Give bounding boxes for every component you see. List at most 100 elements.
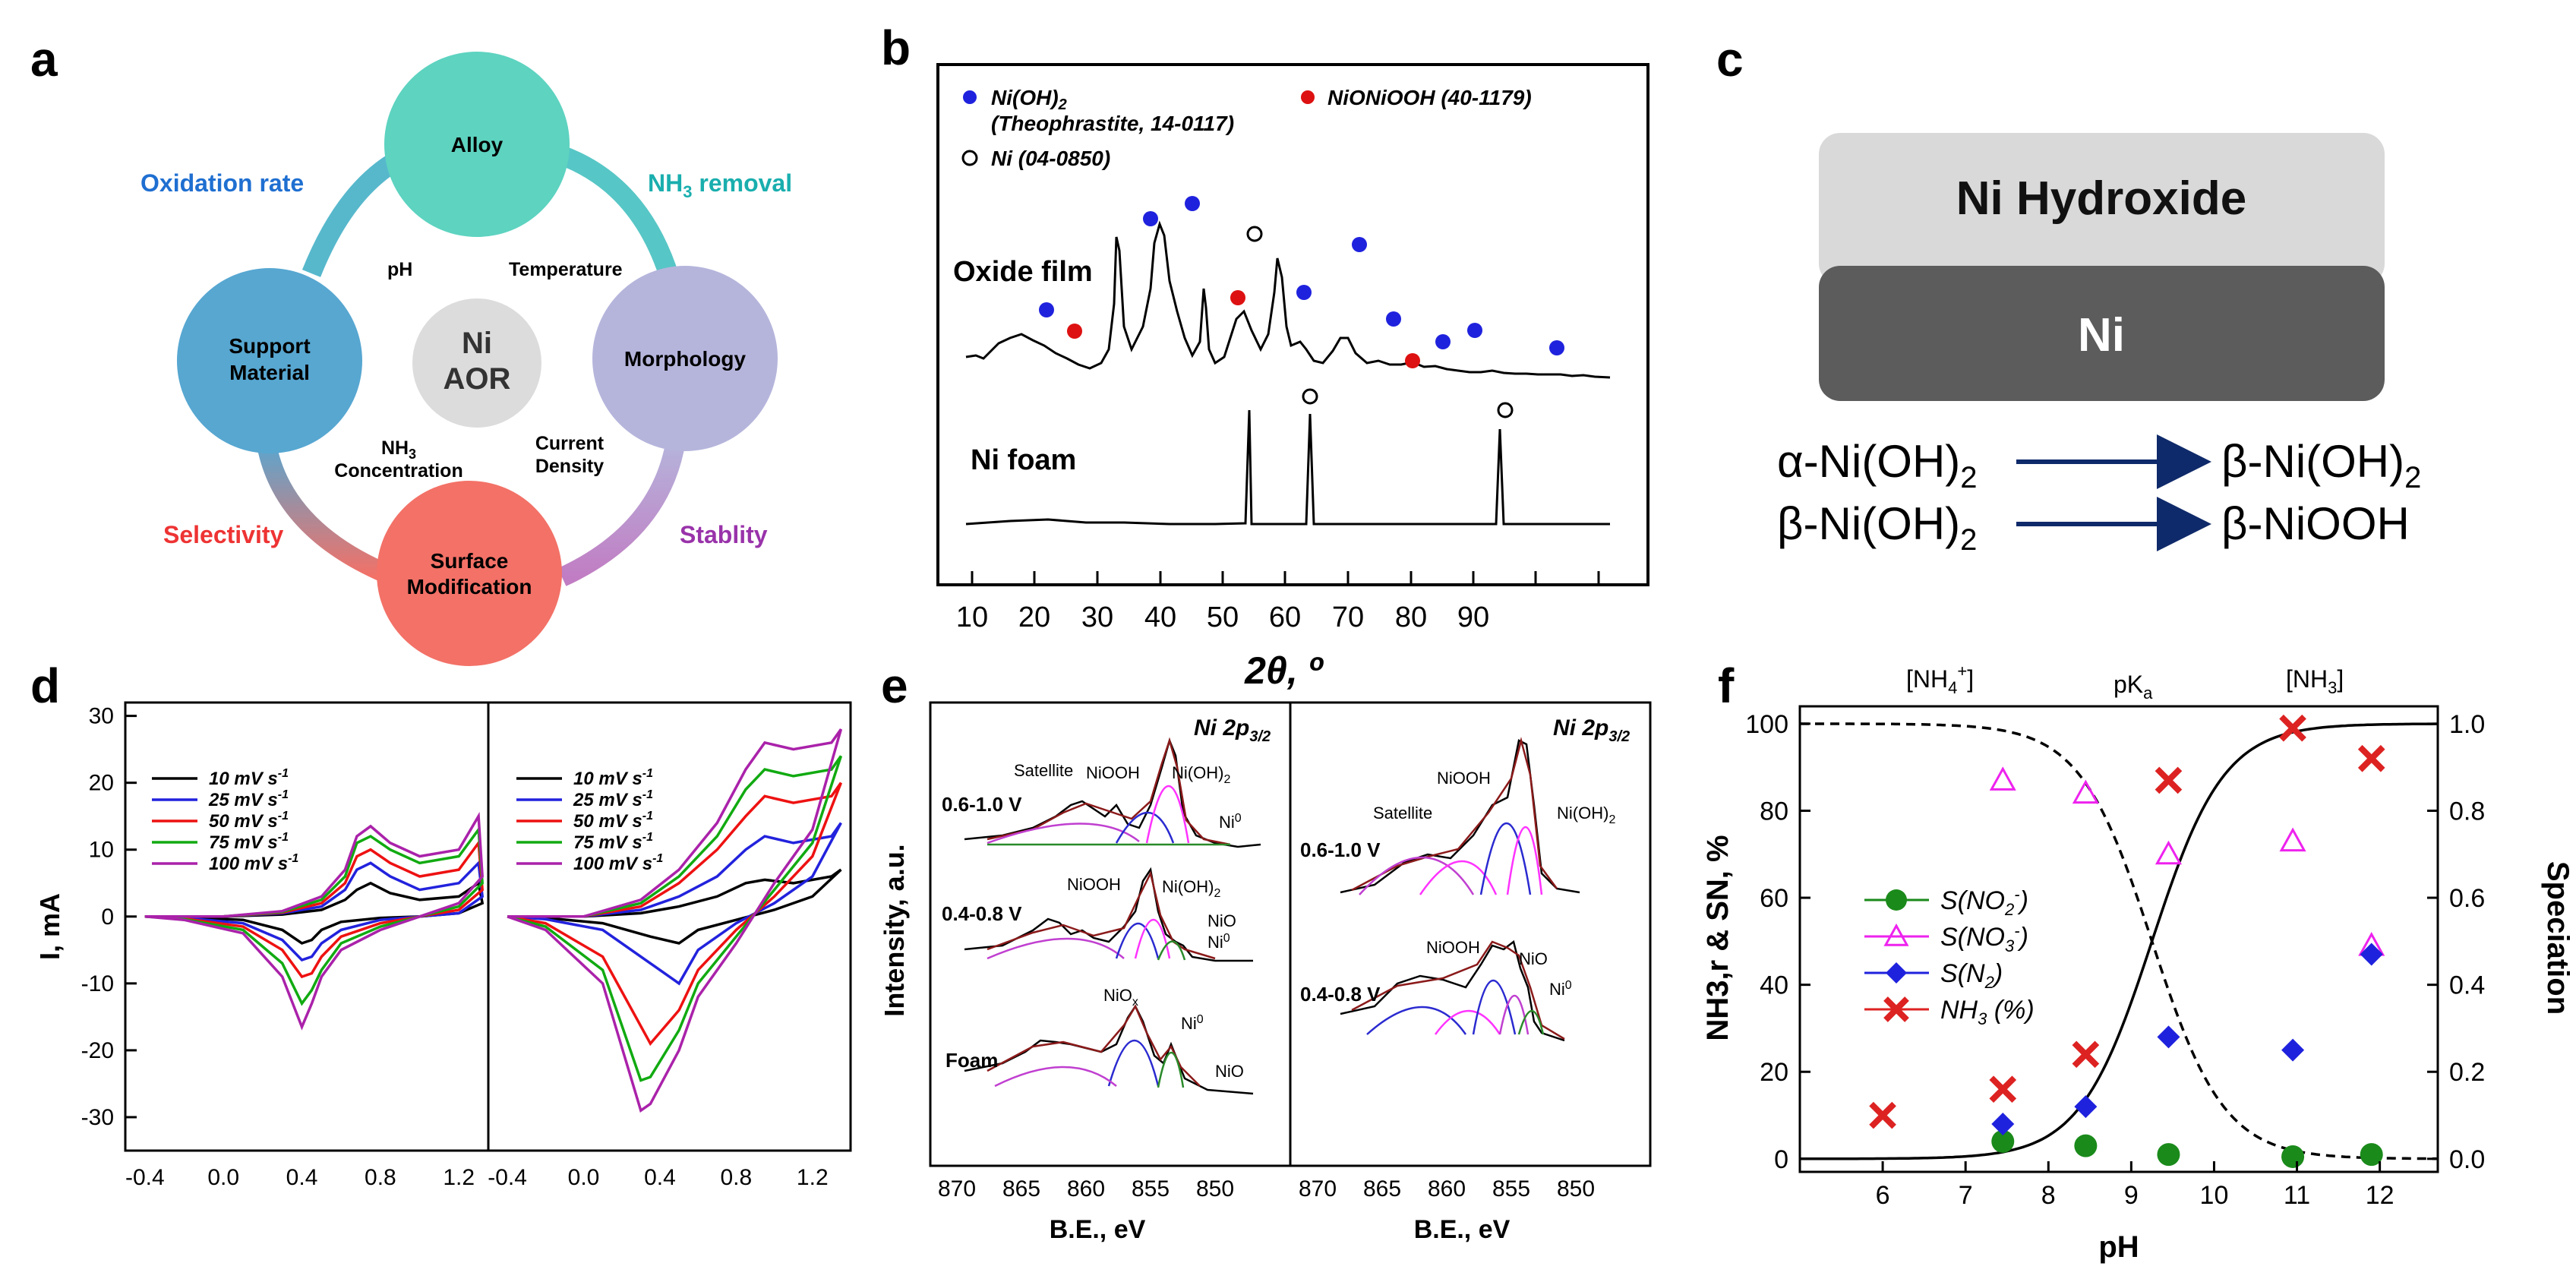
xps-ni0-peak: [1157, 1051, 1185, 1088]
cv-series-line: [144, 880, 485, 945]
cv-legend-left: 10 mV s-125 mV s-150 mV s-175 mV s-1100 …: [152, 767, 298, 874]
ring-arc-bottom-left: [256, 438, 399, 587]
cv-series-line: [507, 755, 843, 1082]
xrd-frame: [936, 63, 1649, 586]
xps-tick-label: 870: [1299, 1176, 1337, 1201]
marker-niooh2: [1185, 196, 1200, 211]
cv-series-line: [507, 728, 843, 1113]
data-point-x: [1869, 1101, 1896, 1129]
xps-left-foam-ni0: Ni0: [1181, 1013, 1204, 1033]
xrd-x-tick-labels: 10 20 30 40 50 60 70 80 90: [956, 602, 1489, 633]
center-line-2: AOR: [444, 362, 511, 396]
cv-legend-label: 100 mV s-1: [573, 852, 663, 874]
f-x-tick-label: 12: [2366, 1181, 2394, 1210]
marker-niooh2: [1039, 302, 1054, 317]
marker-ni: [1246, 226, 1263, 242]
data-point-diamond: [2281, 1038, 2305, 1062]
data-point-triangle: [2072, 779, 2099, 804]
xps-ni0-peak: [1506, 826, 1543, 895]
marker-nio: [1067, 324, 1082, 339]
ring-arc-bottom-right: [557, 438, 686, 586]
cv-x-tick-label: -0.4: [125, 1165, 165, 1190]
ni-aor-center: [412, 298, 541, 428]
marker-niooh2: [1352, 237, 1367, 252]
cv-series-line: [144, 811, 484, 1031]
xps-satellite-peak: [1366, 1006, 1467, 1035]
legend-niooh2: Ni(OH)2: [991, 86, 1067, 113]
cv-legend-label: 25 mV s-1: [573, 788, 653, 810]
xps-nioh2-peak: [1134, 919, 1171, 959]
x-stroke: [1989, 1075, 2017, 1103]
xrd-tick-label: 50: [1207, 602, 1239, 633]
xps-left-mid-nioh2: Ni(OH)2: [1162, 877, 1220, 900]
speciation-legend: S(NO2-)S(NO3-) S(N2) NH3 (%): [1864, 885, 2035, 1028]
cv-x-tick-label: 0.8: [365, 1165, 396, 1190]
cv-x-tick-labels: -0.4 -0.4 0.0 0.0 0.4 0.4 0.8 0.8 1.2 1.2: [125, 1165, 829, 1190]
cv-y-tick-label: -10: [81, 971, 114, 996]
marker-nio: [1230, 290, 1245, 305]
legend-ni-marker: [961, 150, 978, 166]
panel-c: c Ni Hydroxide Ni α-Ni(OH)2 β-Ni(OH)2 β-…: [1716, 32, 2421, 557]
xps-ni0-peak: [1517, 1009, 1545, 1035]
cv-x-tick-label: -0.4: [488, 1165, 527, 1190]
cv-legend-label: 10 mV s-1: [209, 767, 289, 789]
xps-left-foam-nio: NiO: [1215, 1062, 1244, 1081]
pka-label: pKa: [2114, 671, 2153, 703]
data-point-triangle: [2279, 827, 2306, 852]
xps-title-left: Ni 2p3/2: [1194, 715, 1271, 745]
ni-hydroxide-layer: [1819, 133, 2385, 285]
panel-f: f [NH4+] pKa [NH3] 6 7 8 9 10 11 12 0 20 40 60 80 10…: [1701, 658, 2574, 1264]
cv-series-line: [507, 822, 842, 986]
xps-tick-label: 860: [1067, 1176, 1105, 1201]
xps-tick-label: 865: [1363, 1176, 1401, 1201]
reaction1-to: β-Ni(OH)2: [2221, 436, 2421, 494]
f-x-tick-label: 11: [2284, 1181, 2310, 1210]
selectivity-label: Selectivity: [163, 521, 284, 548]
xps-fit: [1351, 940, 1565, 1040]
panel-d: d 30 20 10 0 -10 -20 -30 -0.4 -0.4 0.0 0.0 0.4 0.4 0…: [30, 658, 852, 1190]
cv-legend-right: 10 mV s-125 mV s-150 mV s-175 mV s-1100 …: [516, 767, 663, 874]
xps-niooh-peak: [1115, 811, 1175, 844]
xps-left-satellite: Satellite: [1014, 761, 1073, 780]
xps-left-mid: [964, 867, 1253, 962]
ni-foam-label: Ni foam: [971, 444, 1076, 476]
f-x-tick-label: 9: [2124, 1181, 2139, 1210]
xps-fit: [987, 737, 1231, 846]
xps-left-nioh2: Ni(OH)2: [1172, 763, 1230, 786]
xps-right-satellite: Satellite: [1373, 804, 1432, 823]
xps-right-nioh2: Ni(OH)2: [1557, 804, 1615, 826]
xrd-tick-label: 40: [1144, 602, 1176, 633]
surface-label-2: Modification: [407, 575, 532, 598]
xps-satellite-peak: [987, 823, 1140, 845]
xps-right-mid-range: 0.4-0.8 V: [1300, 983, 1381, 1006]
xps-left-top-range: 0.6-1.0 V: [942, 793, 1022, 816]
data-point-circle: [2360, 1143, 2383, 1167]
data-point-diamond: [2074, 1095, 2098, 1119]
f-x-tick-label: 7: [1959, 1181, 1973, 1210]
data-point-x: [1989, 1075, 2017, 1103]
data-point-triangle: [2155, 840, 2182, 865]
cv-series-line: [507, 782, 843, 1047]
support-label-1: Support: [229, 334, 310, 358]
xps-nio-peak: [1107, 1039, 1160, 1087]
speciation-axes: 6 7 8 9 10 11 12 0 20 40 60 80 100 0.0 0.2 0.4 0.6 0.8 1.0: [1745, 710, 2485, 1210]
data-point-diamond: [2360, 943, 2383, 966]
xps-left-foam: Foam: [945, 1049, 998, 1072]
nh4-label: [NH4+]: [1906, 662, 1974, 697]
panel-d-label: d: [30, 658, 60, 713]
xrd-tick-label: 90: [1457, 602, 1489, 633]
support-label-2: Material: [229, 361, 310, 384]
panel-e-label: e: [881, 658, 908, 713]
cv-y-tick-label: 10: [89, 838, 114, 863]
legend-nio: NiONiOOH (40-1179): [1327, 86, 1532, 109]
legend-ni: Ni (04-0850): [991, 147, 1110, 170]
cv-legend-label: 50 mV s-1: [573, 810, 653, 832]
data-point-x: [2279, 714, 2306, 742]
xps-x-tick-labels: 870 865 860 855 850 870 865 860 855 850: [938, 1176, 1595, 1201]
concentration-label: Concentration: [334, 460, 462, 482]
f-y2-tick-label: 0.2: [2449, 1058, 2485, 1087]
xps-tick-label: 850: [1557, 1176, 1595, 1201]
xrd-x-ticks: [971, 571, 1600, 585]
cv-left-curves: [144, 811, 485, 1031]
xps-right-mid: [1340, 939, 1565, 1042]
